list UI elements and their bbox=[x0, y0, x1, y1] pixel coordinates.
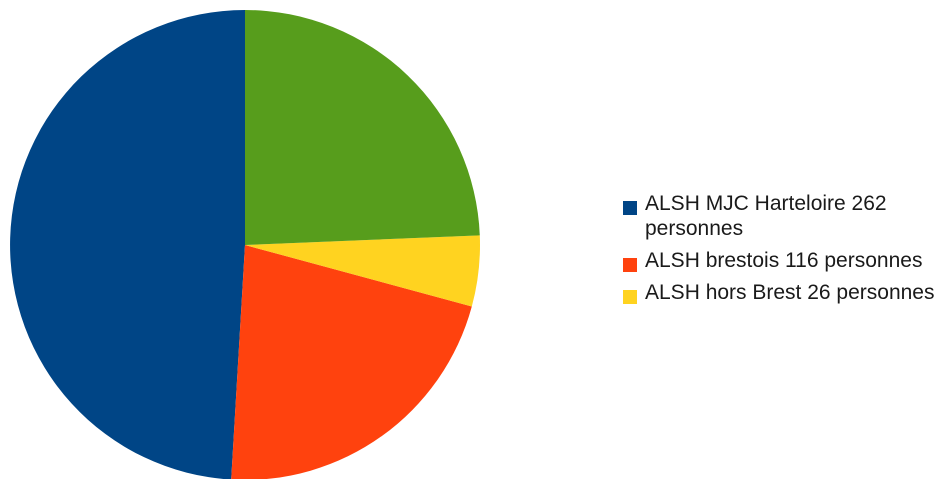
pie-slices bbox=[10, 10, 480, 479]
legend-item-brestois: ALSH brestois 116 personnes bbox=[623, 248, 948, 273]
legend-item-mjc-harteloire: ALSH MJC Harteloire 262 personnes bbox=[623, 191, 948, 241]
pie-slice-3-alsh-hors-brest-26-personnes bbox=[245, 235, 480, 307]
legend-swatch-hors-brest bbox=[623, 290, 637, 304]
legend-label-brestois: ALSH brestois 116 personnes bbox=[645, 249, 923, 272]
pie-slice-1-alsh-mjc-harteloire-262-personnes bbox=[10, 10, 245, 479]
legend-label-hors-brest: ALSH hors Brest 26 personnes bbox=[645, 281, 935, 304]
legend-swatch-brestois bbox=[623, 258, 637, 272]
pie-slice-4-unlabeled bbox=[245, 10, 480, 245]
legend-item-hors-brest: ALSH hors Brest 26 personnes bbox=[623, 280, 948, 305]
legend-label-mjc-harteloire: ALSH MJC Harteloire 262 personnes bbox=[645, 192, 887, 240]
pie-chart bbox=[10, 10, 480, 479]
legend: ALSH MJC Harteloire 262 personnes ALSH b… bbox=[623, 191, 948, 312]
pie-slice-2-alsh-brestois-116-personnes bbox=[231, 245, 472, 479]
legend-swatch-mjc-harteloire bbox=[623, 201, 637, 215]
